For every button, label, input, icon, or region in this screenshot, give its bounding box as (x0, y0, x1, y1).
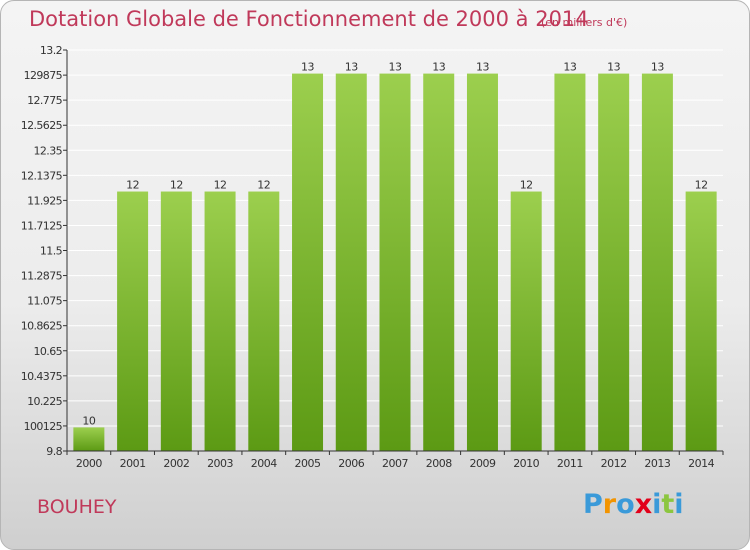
logo-letter: r (602, 489, 617, 520)
commune-name: BOUHEY (37, 496, 117, 518)
logo-letter: x (634, 489, 653, 520)
bar-2005 (292, 73, 324, 452)
proxiti-logo: Proxiti (583, 489, 684, 520)
data-label: 13 (651, 61, 664, 74)
x-tick-label: 2007 (382, 457, 408, 470)
bar-2010 (510, 191, 542, 451)
logo-letter: P (583, 489, 603, 520)
data-label: 13 (607, 61, 620, 74)
data-label: 12 (214, 179, 227, 192)
y-tick-label: 11.925 (27, 194, 62, 207)
x-tick-label: 2003 (207, 457, 233, 470)
y-tick-label: 11.5 (40, 245, 63, 258)
bar-2013 (641, 73, 673, 452)
logo-letter: i (652, 489, 662, 520)
y-tick-label: 10.8625 (21, 320, 63, 333)
data-label: 12 (257, 179, 270, 192)
y-tick-label: 11.075 (27, 295, 62, 308)
data-label: 13 (476, 61, 489, 74)
x-tick-label: 2005 (295, 457, 321, 470)
logo-letter: i (674, 489, 684, 520)
y-tick-label: 10.225 (27, 395, 62, 408)
bar-2014 (685, 191, 717, 451)
bar-2012 (598, 73, 630, 452)
bar-2008 (423, 73, 455, 452)
x-tick-label: 2002 (163, 457, 189, 470)
y-tick-label: 13.2 (40, 44, 62, 57)
y-tick-label: 10.65 (34, 345, 63, 358)
y-tick-label: 12.35 (34, 144, 63, 157)
data-label: 13 (432, 61, 445, 74)
bar-2004 (248, 191, 280, 451)
data-label: 12 (695, 179, 708, 192)
x-tick-label: 2004 (251, 457, 277, 470)
bar-2000 (73, 427, 105, 451)
x-tick-label: 2013 (644, 457, 670, 470)
x-tick-label: 2012 (601, 457, 627, 470)
bar-2006 (335, 73, 367, 452)
y-tick-label: 12.775 (27, 94, 62, 107)
y-tick-label: 12.5625 (21, 119, 63, 132)
bar-2007 (379, 73, 411, 452)
y-tick-label: 10.4375 (21, 370, 63, 383)
chart-subtitle: (en milliers d'€) (541, 16, 628, 29)
y-tick-label: 9.8 (46, 445, 62, 458)
x-tick-label: 2014 (688, 457, 714, 470)
chart-title: Dotation Globale de Fonctionnement de 20… (29, 7, 589, 31)
data-label: 12 (170, 179, 183, 192)
logo-letter: t (661, 489, 675, 520)
y-tick-label: 12.1375 (21, 169, 63, 182)
x-tick-label: 2010 (513, 457, 539, 470)
data-label: 13 (389, 61, 402, 74)
bar-2002 (160, 191, 192, 451)
data-label: 12 (126, 179, 139, 192)
x-tick-label: 2000 (76, 457, 102, 470)
y-tick-label: 100125 (24, 420, 63, 433)
bar-2001 (117, 191, 149, 451)
data-label: 13 (301, 61, 314, 74)
x-tick-label: 2006 (338, 457, 364, 470)
x-tick-label: 2009 (469, 457, 495, 470)
x-tick-label: 2008 (426, 457, 452, 470)
data-label: 10 (82, 414, 95, 427)
y-tick-label: 129875 (24, 69, 63, 82)
bar-2003 (204, 191, 236, 451)
data-label: 13 (345, 61, 358, 74)
bar-2011 (554, 73, 586, 452)
axes: 9.8 100125 10.225 10.4375 10.65 10.8625 11.075… (21, 44, 724, 470)
x-tick-label: 2011 (557, 457, 583, 470)
y-tick-label: 11.7125 (21, 219, 63, 232)
bar-2009 (466, 73, 498, 452)
logo-letter: o (616, 489, 635, 520)
bars: 10 12 12 12 12 13 13 13 13 13 12 13 13 13 12 (73, 61, 717, 452)
data-label: 12 (520, 179, 533, 192)
data-label: 13 (563, 61, 576, 74)
x-tick-label: 2001 (120, 457, 146, 470)
y-tick-label: 11.2875 (21, 270, 63, 283)
